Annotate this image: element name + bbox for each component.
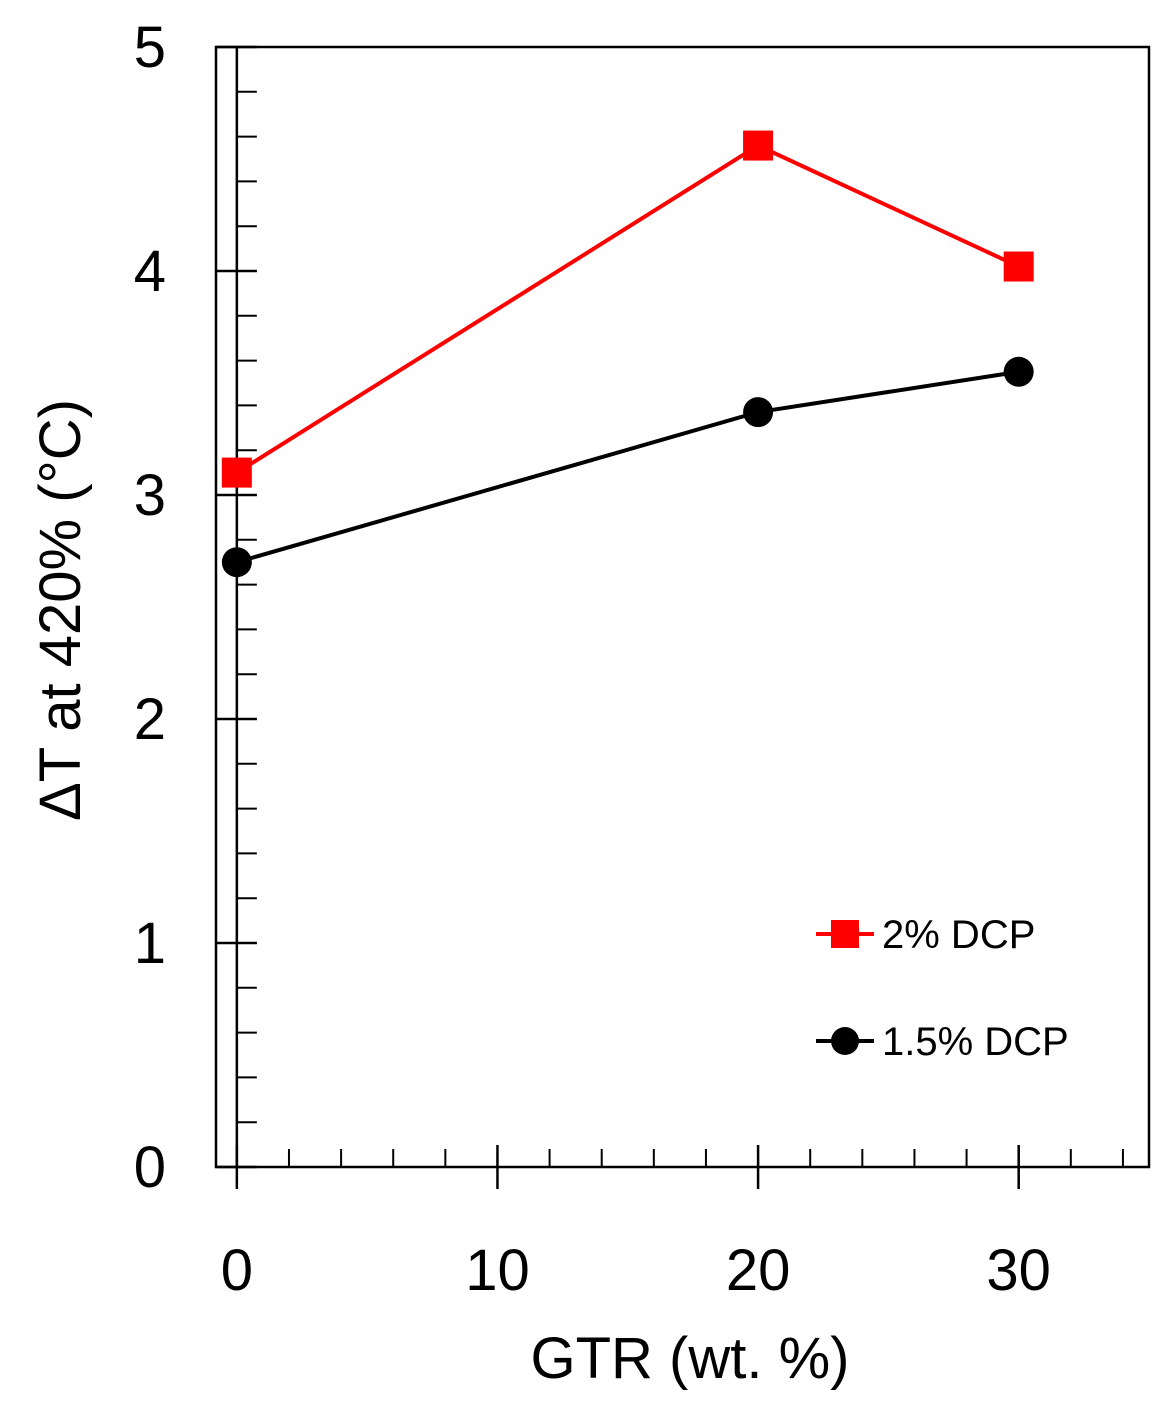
axis-ticks xyxy=(216,45,1124,1189)
series-line xyxy=(235,143,1020,475)
y-tick-label: 2 xyxy=(134,687,166,752)
x-tick-label: 20 xyxy=(726,1238,791,1303)
data-point-circle xyxy=(221,547,252,578)
y-tick-label: 0 xyxy=(134,1135,166,1200)
x-tick-label: 10 xyxy=(465,1238,530,1303)
data-point-circle xyxy=(743,397,774,428)
x-tick-label: 30 xyxy=(986,1238,1051,1303)
y-tick-label: 4 xyxy=(134,239,166,304)
legend-label: 2% DCP xyxy=(882,913,1035,957)
y-tick-label: 5 xyxy=(134,15,166,80)
legend-item: 1.5% DCP xyxy=(816,1020,1069,1064)
legend-label: 1.5% DCP xyxy=(882,1020,1069,1064)
data-point-square xyxy=(1003,251,1034,282)
series-1 xyxy=(221,356,1034,578)
data-point-circle xyxy=(831,1027,859,1055)
y-axis: 0 1 2 3 4 5 xyxy=(134,15,239,1200)
x-axis: 0 10 20 30 xyxy=(221,1238,1051,1303)
series-0 xyxy=(221,130,1034,488)
legend: 2% DCP 1.5% DCP xyxy=(816,913,1069,1064)
data-point-square xyxy=(831,920,859,948)
y-axis-title: ΔT at 420% (°C) xyxy=(28,399,93,821)
data-point-square xyxy=(743,130,774,161)
series-layer xyxy=(221,130,1034,578)
legend-item: 2% DCP xyxy=(816,913,1035,957)
data-point-square xyxy=(221,457,252,488)
y-tick-label: 1 xyxy=(134,911,166,976)
y-tick-label: 3 xyxy=(134,463,166,528)
x-tick-label: 0 xyxy=(221,1238,253,1303)
plot-area-frame xyxy=(214,45,1151,1169)
data-point-circle xyxy=(1003,356,1034,387)
x-axis-title: GTR (wt. %) xyxy=(531,1326,850,1391)
